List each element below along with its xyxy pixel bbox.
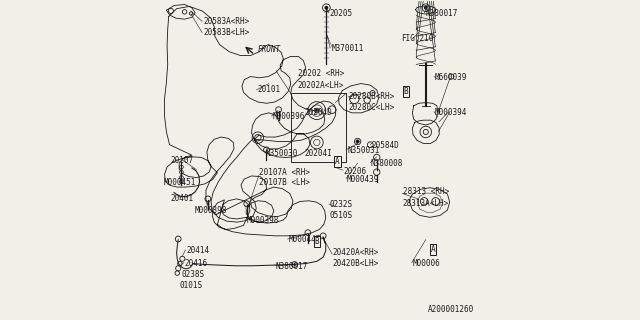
Text: M660039: M660039 (435, 73, 467, 82)
Text: N380008: N380008 (371, 159, 403, 168)
Text: M000451: M000451 (164, 178, 196, 187)
Text: 20107: 20107 (170, 156, 193, 164)
Text: 20107A <RH>: 20107A <RH> (259, 168, 310, 177)
Text: 20206: 20206 (344, 167, 367, 176)
Text: 20202A<LH>: 20202A<LH> (298, 81, 344, 90)
Text: N380017: N380017 (275, 262, 308, 271)
Text: 20204D: 20204D (304, 108, 332, 117)
Text: FRONT: FRONT (258, 45, 281, 54)
Text: N350031: N350031 (347, 146, 380, 155)
Text: FIG.210: FIG.210 (401, 35, 434, 44)
Text: 28313 <RH>: 28313 <RH> (403, 188, 449, 196)
Text: M000398: M000398 (194, 206, 227, 215)
Text: 20584D: 20584D (371, 141, 399, 150)
Text: M000396: M000396 (272, 113, 305, 122)
Text: 20401: 20401 (170, 194, 193, 203)
Text: 20420A<RH>: 20420A<RH> (333, 248, 379, 257)
Text: 20205: 20205 (330, 9, 353, 18)
Text: M00006: M00006 (412, 259, 440, 268)
Text: 20280C<LH>: 20280C<LH> (349, 103, 395, 112)
Text: 20202 <RH>: 20202 <RH> (298, 69, 344, 78)
Text: 0238S: 0238S (181, 270, 205, 279)
Text: 0101S: 0101S (180, 281, 203, 290)
Text: 20414: 20414 (186, 246, 209, 255)
Circle shape (324, 6, 328, 10)
Text: 0510S: 0510S (330, 211, 353, 220)
Circle shape (424, 6, 428, 10)
Text: M000439: M000439 (347, 175, 380, 184)
Text: 20204I: 20204I (304, 149, 332, 158)
Text: M000398: M000398 (246, 216, 279, 225)
Text: B: B (314, 237, 319, 246)
Circle shape (356, 140, 359, 143)
Text: M000394: M000394 (435, 108, 467, 117)
Text: 20416: 20416 (184, 259, 208, 268)
Text: N350030: N350030 (266, 149, 298, 158)
Text: B: B (404, 87, 408, 96)
Text: 20583B<LH>: 20583B<LH> (204, 28, 250, 37)
Text: 20101: 20101 (258, 85, 281, 94)
Text: A: A (335, 157, 340, 166)
Text: 20420B<LH>: 20420B<LH> (333, 259, 379, 268)
Text: 28313A<LH>: 28313A<LH> (403, 198, 449, 207)
Circle shape (293, 263, 296, 266)
Text: 20280B<RH>: 20280B<RH> (349, 92, 395, 101)
Circle shape (314, 108, 319, 113)
Bar (291, 93, 346, 162)
Text: 0232S: 0232S (330, 200, 353, 209)
Text: A200001260: A200001260 (428, 305, 475, 314)
Text: M000447: M000447 (288, 235, 321, 244)
Text: A: A (431, 245, 435, 254)
Text: 20107B <LH>: 20107B <LH> (259, 178, 310, 187)
Text: 20583A<RH>: 20583A<RH> (204, 17, 250, 26)
Text: M370011: M370011 (331, 44, 364, 53)
Text: N380017: N380017 (425, 9, 458, 18)
